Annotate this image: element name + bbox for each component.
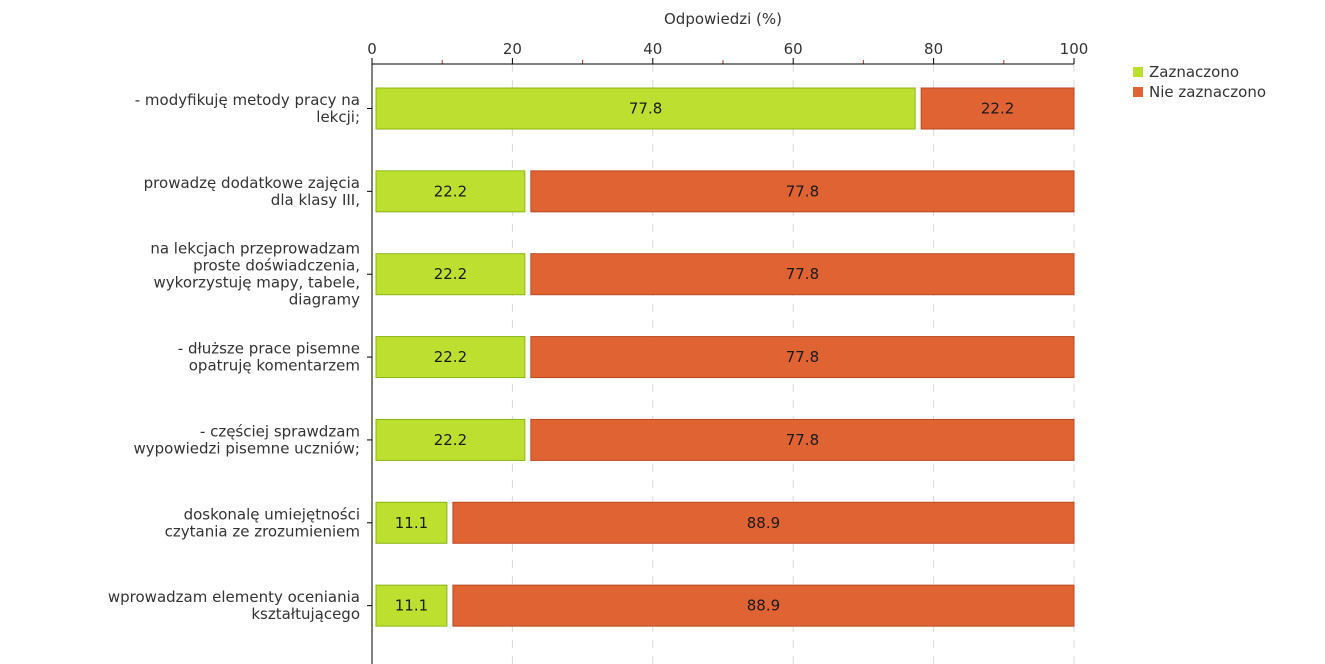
bar-value-label: 11.1 bbox=[395, 514, 428, 532]
category-label-line: kształtującego bbox=[251, 605, 360, 623]
category-label: doskonalę umiejętności czytania ze zrozum… bbox=[165, 505, 360, 540]
x-axis-ticks: 0 20 40 60 80 100 bbox=[367, 40, 1089, 607]
x-tick-label: 0 bbox=[367, 40, 377, 58]
grid-lines bbox=[511, 64, 1075, 664]
bar-value-label: 22.2 bbox=[434, 265, 467, 283]
bar-value-label: 77.8 bbox=[786, 431, 819, 449]
category-label: - częściej sprawdzam wypowiedzi pisemne u… bbox=[134, 422, 361, 457]
bar-value-label: 77.8 bbox=[786, 348, 819, 366]
bar-segment-zaznaczono bbox=[375, 418, 526, 461]
bar-value-label: 88.9 bbox=[747, 514, 780, 532]
bar-segment-nie-zaznaczono bbox=[530, 170, 1075, 213]
bar-segment-nie-zaznaczono bbox=[530, 336, 1075, 379]
bar-value-label: 77.8 bbox=[786, 265, 819, 283]
bar-segment-zaznaczono bbox=[375, 584, 448, 627]
x-tick-label: 60 bbox=[784, 40, 803, 58]
category-label: prowadzę dodatkowe zajęcia dla klasy III, bbox=[144, 174, 360, 209]
legend-label-nie-zaznaczono: Nie zaznaczono bbox=[1149, 83, 1267, 101]
category-label-line: lekcji; bbox=[316, 108, 360, 126]
legend-item-zaznaczono: Zaznaczono bbox=[1133, 62, 1266, 82]
category-label-line: - dłuższe prace pisemne bbox=[178, 340, 360, 358]
bar-value-label: 22.2 bbox=[434, 348, 467, 366]
category-label-line: wypowiedzi pisemne uczniów; bbox=[134, 439, 361, 457]
category-label-line: wykorzystuję mapy, tabele, bbox=[154, 274, 360, 292]
category-label-line: na lekcjach przeprowadzam bbox=[150, 240, 360, 258]
category-label-line: prowadzę dodatkowe zajęcia bbox=[144, 174, 360, 192]
bar-segment-nie-zaznaczono bbox=[920, 87, 1075, 130]
x-tick-label: 80 bbox=[924, 40, 943, 58]
category-label-line: proste doświadczenia, bbox=[193, 257, 360, 275]
category-label-line: opatruję komentarzem bbox=[189, 357, 360, 375]
category-label-line: diagramy bbox=[289, 291, 360, 309]
bar-segment-zaznaczono bbox=[375, 336, 526, 379]
category-label: wprowadzam elementy oceniania kształtując… bbox=[108, 588, 360, 623]
legend-item-nie-zaznaczono: Nie zaznaczono bbox=[1133, 82, 1266, 102]
bar-segment-zaznaczono bbox=[375, 87, 916, 130]
bar-segment-nie-zaznaczono bbox=[530, 253, 1075, 296]
category-label-line: - modyfikuję metody pracy na bbox=[135, 91, 360, 109]
legend-swatch-nie-zaznaczono bbox=[1133, 87, 1143, 97]
category-label-line: doskonalę umiejętności bbox=[184, 505, 360, 523]
bar-value-label: 77.8 bbox=[786, 182, 819, 200]
x-axis-title: Odpowiedzi (%) bbox=[664, 10, 782, 28]
bar-value-label: 22.2 bbox=[434, 182, 467, 200]
x-tick-label: 100 bbox=[1060, 40, 1089, 58]
category-labels: - modyfikuję metody pracy na lekcji; prowa… bbox=[108, 91, 360, 623]
category-label-line: czytania ze zrozumieniem bbox=[165, 522, 360, 540]
category-label-line: - częściej sprawdzam bbox=[200, 422, 360, 440]
bar-segment-nie-zaznaczono bbox=[530, 418, 1075, 461]
x-tick-label: 40 bbox=[643, 40, 662, 58]
category-label: - dłuższe prace pisemne opatruję komentar… bbox=[178, 340, 360, 375]
legend-swatch-zaznaczono bbox=[1133, 67, 1143, 77]
bar-value-label: 11.1 bbox=[395, 597, 428, 615]
bar-value-label: 88.9 bbox=[747, 597, 780, 615]
bar-segment-zaznaczono bbox=[375, 501, 448, 544]
category-label-line: wprowadzam elementy oceniania bbox=[108, 588, 360, 606]
bar-value-label: 22.2 bbox=[981, 100, 1014, 118]
bar-segment-nie-zaznaczono bbox=[452, 501, 1075, 544]
legend: Zaznaczono Nie zaznaczono bbox=[1133, 62, 1266, 102]
legend-label-zaznaczono: Zaznaczono bbox=[1149, 63, 1240, 81]
bar-segment-zaznaczono bbox=[375, 170, 526, 213]
bar-segment-zaznaczono bbox=[375, 253, 526, 296]
category-label: - modyfikuję metody pracy na lekcji; bbox=[135, 91, 360, 126]
bars: 77.8 22.2 22.2 77.8 22.2 77.8 22.2 77.8 22.2 77.8… bbox=[375, 87, 1075, 627]
bar-segment-nie-zaznaczono bbox=[452, 584, 1075, 627]
category-label: na lekcjach przeprowadzam proste doświadc… bbox=[150, 240, 360, 309]
bar-value-label: 22.2 bbox=[434, 431, 467, 449]
x-tick-label: 20 bbox=[503, 40, 522, 58]
bar-value-label: 77.8 bbox=[629, 100, 662, 118]
category-label-line: dla klasy III, bbox=[271, 191, 360, 209]
